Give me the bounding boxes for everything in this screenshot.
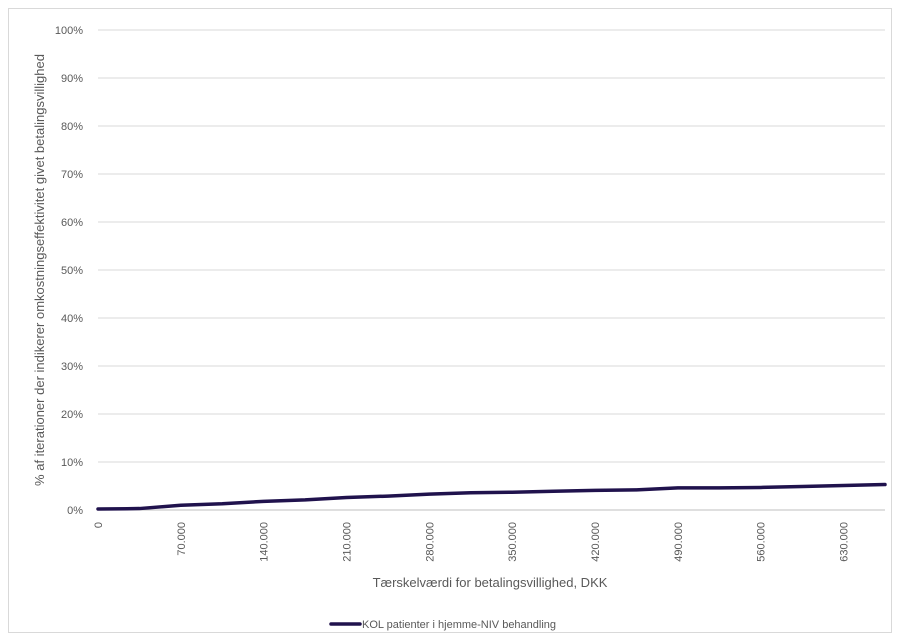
y-tick-label: 50%	[61, 265, 83, 277]
x-tick-label: 630.000	[839, 522, 851, 562]
y-tick-label: 100%	[55, 25, 83, 37]
y-axis-title: % af iterationer der indikerer omkostnin…	[32, 54, 47, 486]
x-tick-label: 140.000	[259, 522, 271, 562]
y-axis-ticks: 0% 10% 20% 30% 40% 50% 60% 70% 80% 90% 100%	[55, 25, 83, 517]
x-tick-label: 560.000	[756, 522, 768, 562]
x-tick-label: 210.000	[342, 522, 354, 562]
x-axis-ticks: 0 70.000 140.000 210.000 280.000 350.000 420.0…	[93, 522, 851, 562]
y-tick-label: 30%	[61, 361, 83, 373]
chart-frame	[8, 8, 892, 633]
x-tick-label: 350.000	[507, 522, 519, 562]
series-line	[96, 482, 887, 511]
y-tick-label: 60%	[61, 217, 83, 229]
y-tick-label: 10%	[61, 457, 83, 469]
y-tick-label: 80%	[61, 121, 83, 133]
series-layer	[96, 482, 887, 511]
legend-label: KOL patienter i hjemme-NIV behandling	[362, 619, 556, 631]
y-tick-label: 0%	[67, 505, 83, 517]
y-tick-label: 40%	[61, 313, 83, 325]
y-tick-label: 70%	[61, 169, 83, 181]
x-tick-label: 70.000	[176, 522, 188, 556]
x-tick-label: 0	[93, 522, 105, 528]
x-tick-label: 280.000	[424, 522, 436, 562]
x-tick-label: 420.000	[590, 522, 602, 562]
legend: KOL patienter i hjemme-NIV behandling	[329, 619, 556, 631]
gridlines	[98, 29, 885, 463]
y-tick-label: 20%	[61, 409, 83, 421]
y-tick-label: 90%	[61, 73, 83, 85]
x-axis-title: Tærskelværdi for betalingsvillighed, DKK	[373, 575, 608, 590]
x-tick-label: 490.000	[673, 522, 685, 562]
